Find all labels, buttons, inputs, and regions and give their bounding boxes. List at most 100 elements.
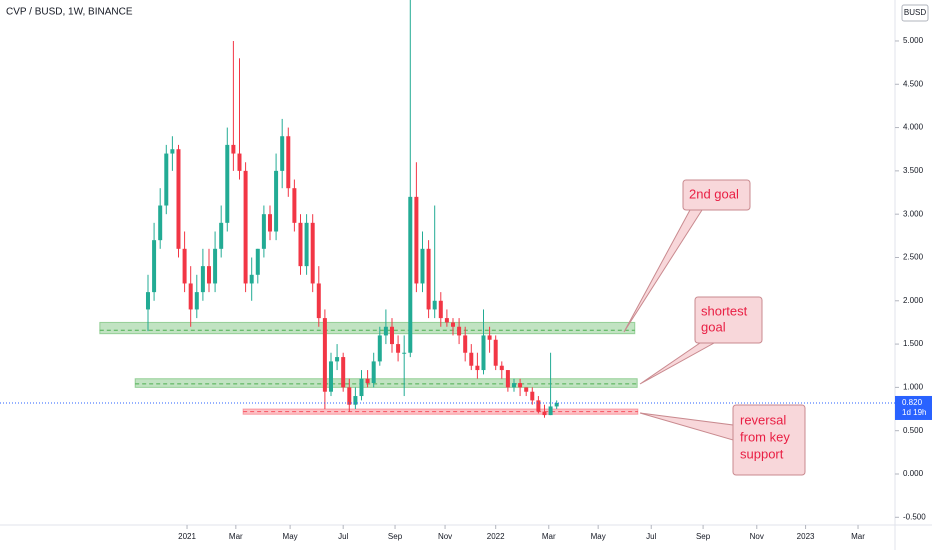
candle-body [371,361,376,384]
annotation-text: from key [740,429,790,444]
zones [99,321,639,415]
x-tick-label: Jul [646,532,656,541]
candle-body [152,240,157,293]
candle-body [200,266,205,293]
zone [99,321,636,335]
annotation-text: goal [701,319,726,334]
candle-body [359,378,364,397]
candle-body [377,335,382,362]
x-tick-label: 2022 [487,532,505,541]
countdown-label: 1d 19h [902,408,926,417]
candle-body [554,402,559,407]
candle-body [176,149,181,249]
candle-body [194,292,199,310]
x-tick-label: Jul [338,532,348,541]
candle-body [450,322,455,327]
y-tick-label: 1.500 [903,339,924,348]
x-tick-label: Nov [438,532,452,541]
currency-box [901,4,929,22]
candle-body [542,411,547,416]
candle-body [426,248,431,310]
candle-body [438,300,443,319]
currency-label: BUSD [904,8,926,17]
candle-body [432,300,437,310]
y-tick-label: 2.000 [903,296,924,305]
x-tick-label: May [283,532,298,541]
annotation-text: shortest [701,303,748,318]
candle-body [316,283,321,319]
candle-body [524,387,529,392]
y-tick-label: 0.000 [903,469,924,478]
candle-body [396,344,401,353]
candle-body [274,170,279,232]
candle-body [322,318,327,392]
x-tick-label: Mar [851,532,865,541]
candle-body [457,326,462,336]
candle-body [328,361,333,392]
candle-body [341,357,346,388]
candle-body [231,144,236,154]
candle-body [444,318,449,323]
annotation-text: support [740,446,784,461]
candle-body [213,248,218,284]
candle-body [475,365,480,371]
x-tick-label: 2021 [178,532,196,541]
y-tick-label: 5.000 [903,36,924,45]
x-tick-label: 2023 [797,532,815,541]
last-price-label: 0.820 [902,398,923,407]
last-price-box [895,395,932,420]
candle-body [304,222,309,267]
candle-body [164,153,169,206]
annotations: 2nd goal shortest goal reversal from key… [623,179,806,476]
candle-body [158,205,163,241]
x-tick-label: May [591,532,606,541]
y-tick-label: 4.500 [903,79,924,88]
candle-body [511,383,516,388]
candle-body [243,170,248,284]
candle-body [481,335,486,371]
candle-body [505,370,510,388]
x-tick-label: Nov [750,532,764,541]
y-tick-label: 2.500 [903,253,924,262]
candle-body [402,352,407,354]
candle-body [408,196,413,353]
candle-body [347,387,352,405]
candle-body [267,214,272,232]
zone [134,378,638,388]
y-tick-label: 3.500 [903,166,924,175]
candle-body [310,222,315,284]
y-tick-label: 3.000 [903,209,924,218]
candle-body [463,335,468,353]
candle-body [389,326,394,345]
candle-body [298,222,303,267]
candle-body [225,144,230,223]
candle-body [219,222,224,249]
chart-title: CVP / BUSD, 1W, BINANCE [6,7,133,18]
callout-box [694,296,763,344]
candle-body [255,248,260,275]
candle-body [286,136,291,189]
candle-body [414,196,419,284]
y-tick-label: 4.000 [903,123,924,132]
candle-body [292,188,297,223]
candle-body [182,248,187,284]
candle-body [469,352,474,366]
x-tick-label: Sep [696,532,711,541]
candle-body [383,326,388,336]
candle-body [261,214,266,249]
y-tick-label: 0.500 [903,426,924,435]
candle-body [499,365,504,371]
x-tick-label: Mar [542,532,556,541]
y-tick-label: -0.500 [903,512,926,521]
candle-body [249,274,254,284]
callout-box [682,179,751,211]
candle-body [237,153,242,171]
candle-body [487,335,492,340]
candle-body [353,396,358,405]
candle-body [365,378,370,384]
candle-body [280,136,285,171]
candle-body [170,149,175,154]
callout-box [732,404,806,476]
y-tick-label: 1.000 [903,382,924,391]
